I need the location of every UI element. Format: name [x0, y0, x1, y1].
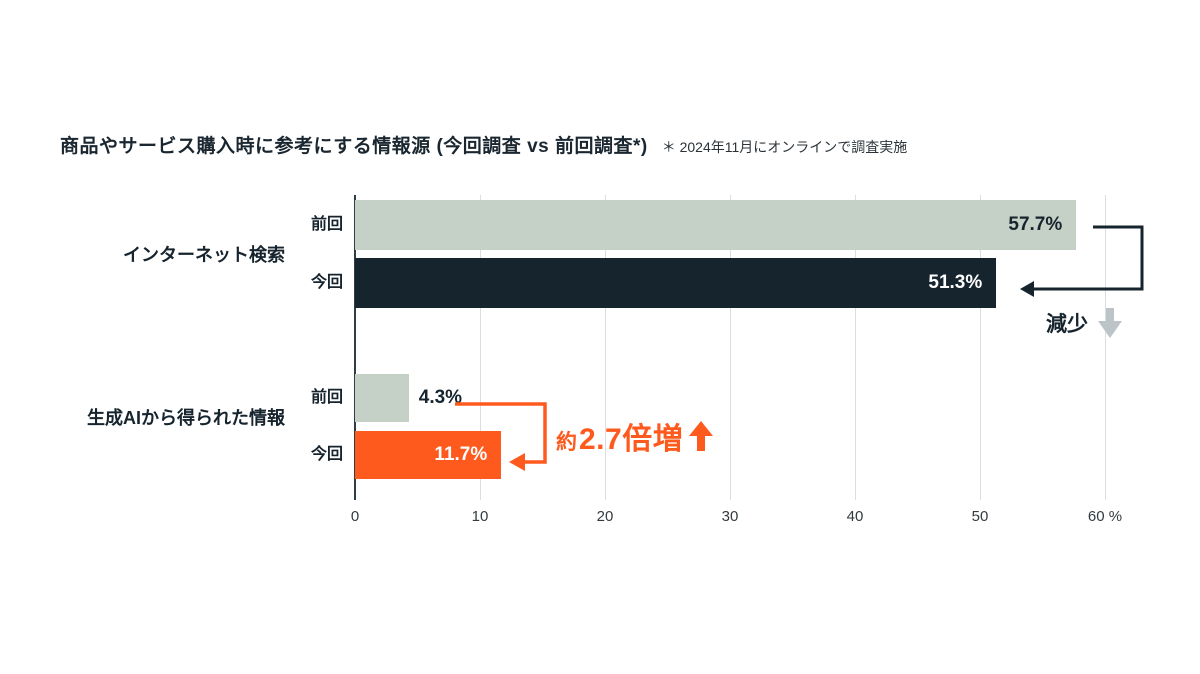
xticks: 0 10 20 30 40 50 60 %: [351, 508, 1122, 530]
category-label-generative-ai: 生成AIから得られた情報: [87, 408, 285, 428]
x-tick-label: 10: [471, 508, 489, 525]
bar-row: 51.3%: [355, 258, 1105, 308]
bar-genai-current: 11.7%: [355, 431, 502, 479]
gridlines: [354, 195, 1106, 500]
decrease-label: 減少: [1046, 313, 1088, 336]
bar-value-label: 11.7%: [434, 444, 488, 465]
chart-note: ＊ 2024年11月にオンラインで調査実施: [661, 139, 908, 155]
bar-internet-previous: 57.7%: [355, 200, 1077, 250]
gridline: [855, 195, 856, 500]
x-tick-label: 30: [721, 508, 739, 525]
chart-title: 商品やサービス購入時に参考にする情報源 (今回調査 vs 前回調査*): [60, 136, 648, 157]
series-label-previous: 前回: [310, 216, 343, 233]
category-label-internet-search: インターネット検索: [123, 245, 285, 265]
increase-prefix: 約: [556, 431, 577, 454]
gridline: [980, 195, 981, 500]
x-tick-label: 60 %: [1087, 508, 1123, 525]
y-axis-line: [354, 195, 356, 500]
bar-value-label: 51.3%: [928, 272, 983, 293]
bar-value-label: 4.3%: [418, 387, 463, 408]
gridline: [480, 195, 481, 500]
gridline: [605, 195, 606, 500]
chart-header: 商品やサービス購入時に参考にする情報源 (今回調査 vs 前回調査*) ＊ 20…: [60, 131, 907, 158]
gridline: [730, 195, 731, 500]
increase-label: 2.7倍増: [579, 423, 684, 456]
x-tick-label: 50: [971, 508, 989, 525]
increase-bracket-arrow: [455, 402, 547, 471]
gridline: [1105, 195, 1106, 500]
x-tick-label: 20: [596, 508, 614, 525]
increase-annotation: 約 2.7倍増: [556, 414, 714, 458]
series-label-current: 今回: [310, 274, 343, 291]
down-arrow-icon: [1098, 308, 1122, 338]
series-label-previous: 前回: [310, 389, 343, 406]
bar-value-label: 57.7%: [1008, 214, 1063, 235]
x-tick-label: 40: [846, 508, 864, 525]
bar-row: 57.7%: [355, 200, 1105, 250]
plot-area: 57.7% 51.3% 4.3% 11.7% 0 10 20 30 40 50 60 %: [351, 195, 1122, 525]
x-tick-label: 0: [350, 508, 360, 525]
series-label-current: 今回: [310, 446, 343, 463]
bar-row: 11.7%: [355, 431, 1105, 479]
up-arrow-icon: [689, 421, 714, 451]
decrease-bracket-arrow: [1020, 225, 1144, 297]
decrease-annotation: 減少: [1046, 308, 1122, 338]
bar-internet-current: 51.3%: [355, 258, 997, 308]
bar-genai-previous: 4.3%: [355, 374, 462, 422]
bar-row: 4.3%: [355, 374, 1105, 422]
